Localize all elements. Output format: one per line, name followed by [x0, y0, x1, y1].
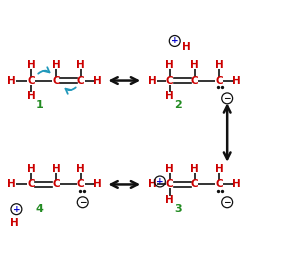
Text: H: H: [93, 76, 102, 86]
Text: H: H: [165, 164, 174, 174]
Text: C: C: [215, 76, 223, 86]
Text: −: −: [224, 198, 231, 207]
Text: C: C: [191, 179, 198, 189]
Text: C: C: [27, 76, 35, 86]
Text: −: −: [224, 94, 231, 103]
Text: H: H: [232, 179, 241, 189]
Text: −: −: [79, 198, 86, 207]
Text: H: H: [93, 179, 102, 189]
Text: H: H: [165, 195, 174, 205]
Text: H: H: [7, 76, 16, 86]
Text: C: C: [77, 179, 85, 189]
Text: C: C: [166, 76, 174, 86]
Text: C: C: [191, 76, 198, 86]
Text: C: C: [215, 179, 223, 189]
Text: H: H: [52, 60, 60, 70]
Text: H: H: [27, 60, 36, 70]
Text: H: H: [165, 60, 174, 70]
Text: H: H: [215, 164, 224, 174]
Text: +: +: [13, 205, 20, 214]
Text: H: H: [182, 42, 191, 52]
Text: H: H: [190, 60, 199, 70]
Text: +: +: [156, 177, 164, 186]
Text: C: C: [27, 179, 35, 189]
Text: H: H: [76, 60, 85, 70]
Text: H: H: [27, 164, 36, 174]
Text: H: H: [190, 164, 199, 174]
Text: +: +: [171, 37, 178, 46]
Text: H: H: [10, 218, 19, 228]
Text: H: H: [148, 76, 156, 86]
Text: 1: 1: [35, 100, 43, 110]
Text: 3: 3: [174, 204, 182, 214]
Text: 2: 2: [174, 100, 182, 110]
Text: H: H: [7, 179, 16, 189]
Text: H: H: [52, 164, 60, 174]
Text: H: H: [165, 91, 174, 101]
Text: H: H: [76, 164, 85, 174]
Text: H: H: [148, 179, 156, 189]
Text: 4: 4: [35, 204, 43, 214]
Text: C: C: [52, 76, 60, 86]
Text: C: C: [166, 179, 174, 189]
Text: C: C: [77, 76, 85, 86]
Text: H: H: [27, 91, 36, 101]
Text: H: H: [232, 76, 241, 86]
Text: H: H: [215, 60, 224, 70]
Text: C: C: [52, 179, 60, 189]
